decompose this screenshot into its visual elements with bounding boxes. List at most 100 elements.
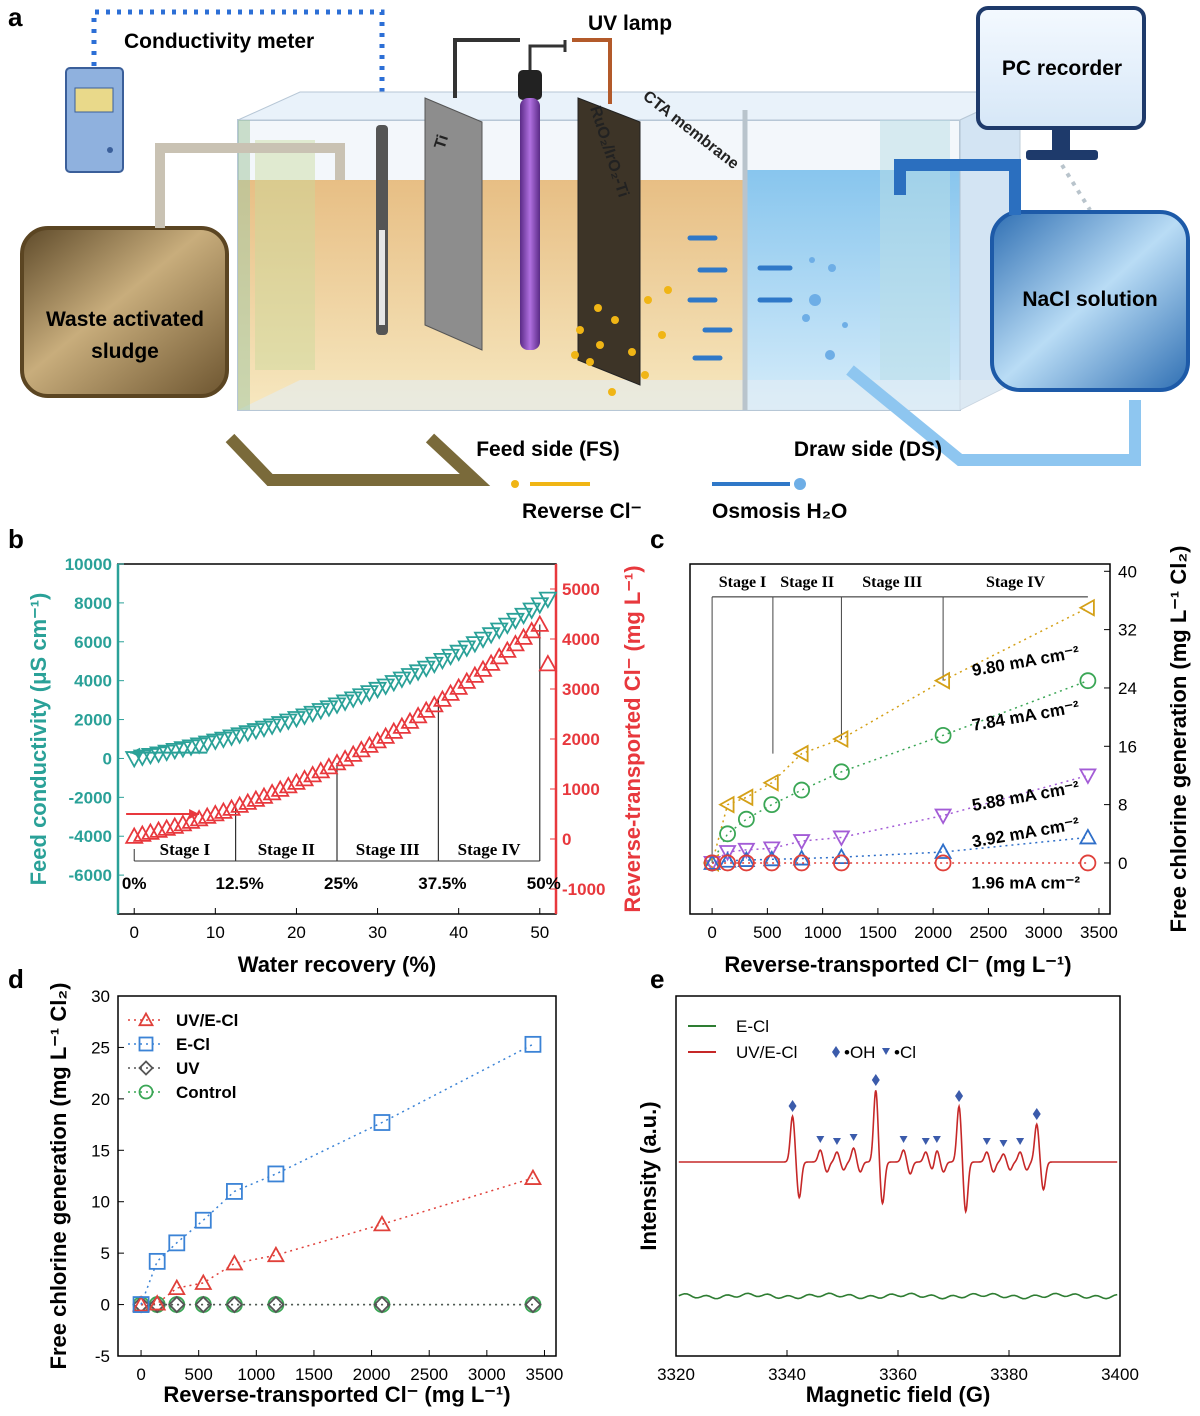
stage-label: Stage IV — [458, 840, 522, 859]
conductivity-point — [359, 685, 379, 703]
y-tick-label: 40 — [1118, 562, 1137, 581]
x-tick-label: 3500 — [1080, 923, 1118, 942]
y-tick-left-label: -6000 — [69, 866, 112, 885]
series-label: 1.96 mA cm⁻² — [972, 873, 1081, 892]
y-tick-left-label: -2000 — [69, 788, 112, 807]
series-point — [225, 1254, 244, 1271]
series-point — [934, 808, 953, 825]
x-tick-label: 50 — [530, 923, 549, 942]
stage-tick-label: 12.5% — [216, 874, 264, 893]
series-point — [226, 1296, 243, 1313]
series-point — [832, 830, 851, 847]
conductivity-point — [465, 636, 485, 654]
chloride-point — [197, 806, 217, 824]
chloride-point — [441, 683, 461, 701]
panel-c-chart: c 0 500 1000 1500 2000 2500 3000 3500 0 8 16 24 32 40… — [650, 524, 1191, 977]
cl-marker — [816, 1136, 825, 1143]
stage-label: Stage III — [356, 840, 420, 859]
conductivity-point — [449, 644, 469, 662]
conductivity-point — [230, 727, 250, 745]
series-point — [194, 1211, 212, 1229]
cl-marker — [921, 1138, 930, 1145]
series-point — [737, 854, 755, 872]
panel-label-d: d — [8, 964, 24, 994]
legend-label: E-Cl — [736, 1017, 769, 1036]
series-point — [132, 1295, 151, 1312]
series-point — [793, 781, 811, 799]
conductivity-meter-label: Conductivity meter — [124, 30, 314, 53]
series-point — [833, 763, 850, 781]
legend-label: E-Cl — [176, 1035, 210, 1054]
legend-label: •Cl — [894, 1043, 916, 1062]
chloride-point — [335, 749, 355, 767]
series-point — [718, 795, 735, 814]
chloride-point — [295, 769, 315, 787]
chloride-point — [351, 740, 371, 758]
chloride-point — [238, 792, 258, 810]
anode-plate — [577, 97, 641, 386]
series-point — [934, 726, 952, 744]
series-point — [737, 850, 756, 867]
chloride-point — [424, 695, 444, 713]
y-tick-right-label: 3000 — [562, 680, 600, 699]
x-tick-label: 3380 — [990, 1365, 1028, 1384]
conductivity-point — [514, 607, 534, 625]
series-point — [833, 854, 850, 872]
series-point — [762, 773, 779, 792]
chloride-point — [530, 614, 550, 632]
conductivity-point — [295, 708, 315, 726]
series-point — [167, 1278, 186, 1296]
stage-label: Stage II — [780, 574, 834, 591]
ti-cathode — [424, 97, 483, 351]
x-tick-label: 3000 — [1025, 923, 1063, 942]
chloride-point — [303, 765, 323, 783]
series-point — [523, 1168, 542, 1185]
conductivity-point — [222, 729, 242, 747]
y-tick-left-label: 10000 — [65, 555, 112, 574]
panel-b-ylabel-right: Reverse-transported Cl⁻ (mg L⁻¹) — [620, 565, 645, 912]
y-tick-label: 15 — [91, 1141, 110, 1160]
y-tick-left-label: 6000 — [74, 633, 112, 652]
conductivity-point — [335, 694, 355, 712]
cl-marker — [982, 1138, 991, 1145]
series-point — [719, 854, 736, 872]
chloride-point — [432, 689, 452, 707]
waste-activated-sludge-box — [20, 226, 229, 398]
conductivity-point — [165, 742, 185, 761]
chloride-point — [189, 809, 209, 827]
series-point — [1079, 672, 1097, 690]
x-tick-label: 3500 — [526, 1365, 564, 1384]
oh-marker — [1032, 1108, 1041, 1120]
chloride-point — [343, 744, 363, 762]
chloride-point — [278, 776, 298, 794]
y-tick-label: 30 — [91, 987, 110, 1006]
pc-recorder-label: PC recorder — [1002, 57, 1122, 80]
chloride-point — [222, 798, 242, 816]
x-tick-label: 2000 — [353, 1365, 391, 1384]
conductivity-point — [343, 691, 363, 709]
x-tick-label: 1500 — [295, 1365, 333, 1384]
series-point — [792, 834, 811, 851]
series-point — [832, 847, 851, 865]
panel-b-xlabel: Water recovery (%) — [238, 952, 436, 977]
chloride-point — [408, 706, 428, 724]
stage-label: Stage I — [160, 840, 211, 859]
stage-label: Stage I — [719, 574, 767, 591]
x-tick-label: 1000 — [237, 1365, 275, 1384]
conductivity-point — [392, 671, 412, 689]
x-tick-label: 10 — [206, 923, 225, 942]
series-line — [711, 679, 1089, 864]
series-point — [373, 1114, 391, 1131]
panel-label-c: c — [650, 524, 664, 554]
y-tick-label: -5 — [95, 1347, 110, 1366]
draw-side-label: Draw side (DS) — [794, 438, 942, 461]
chloride-point — [465, 665, 485, 683]
series-point — [148, 1294, 167, 1311]
chloride-point — [270, 779, 290, 797]
cl-marker — [849, 1134, 858, 1141]
series-point — [703, 853, 722, 870]
legend-marker — [137, 1011, 155, 1027]
conductivity-point — [416, 660, 436, 678]
x-tick-label: 2000 — [914, 923, 952, 942]
panel-c-ylabel: Free chlorine generation (mg L⁻¹ Cl₂) — [1166, 546, 1191, 933]
